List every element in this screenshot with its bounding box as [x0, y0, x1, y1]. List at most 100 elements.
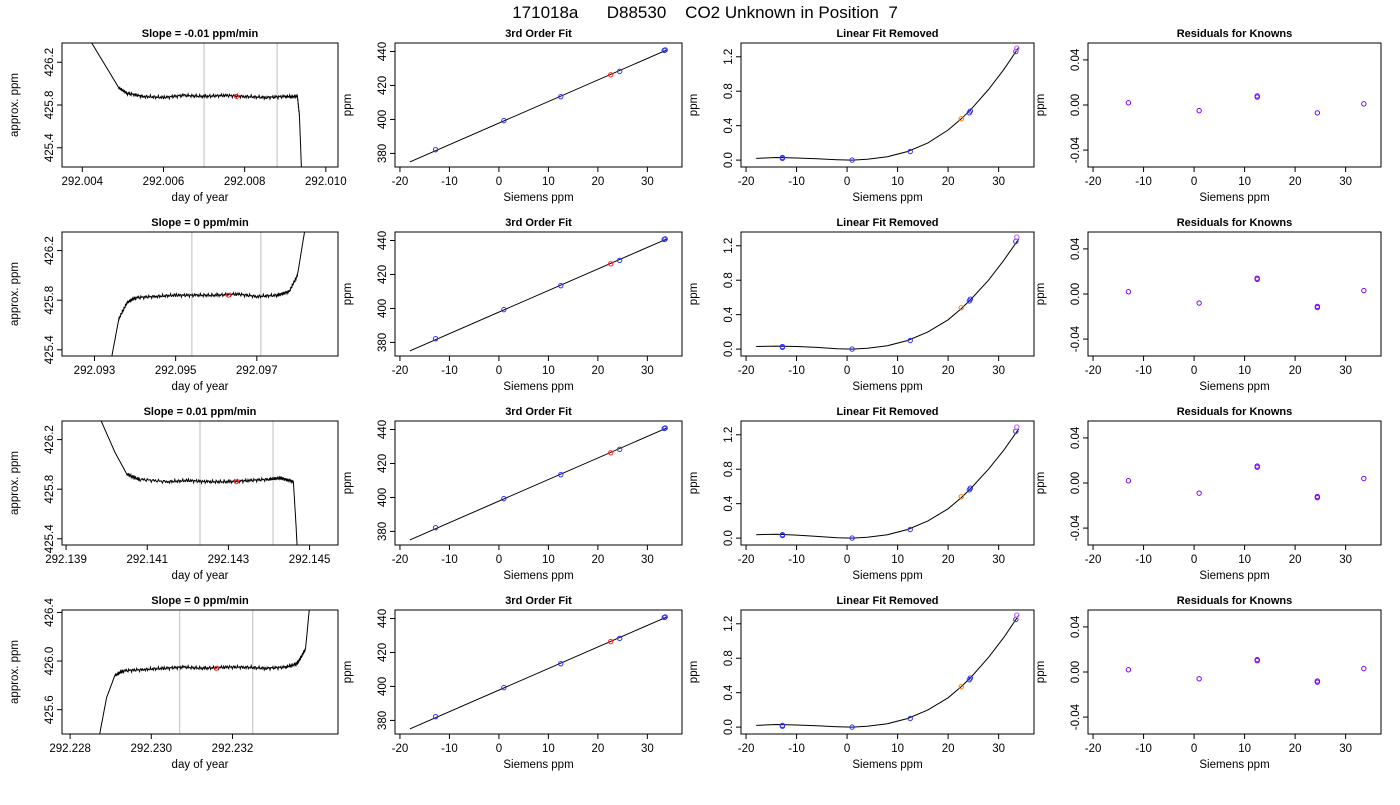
x-axis-label: Siemens ppm: [1199, 570, 1269, 582]
y-tick-label: 440: [377, 420, 389, 439]
plot-frame: [394, 420, 683, 546]
x-axis-label: day of year: [172, 381, 229, 393]
known-point: [966, 677, 973, 683]
y-tick-label: 0.00: [1070, 472, 1082, 494]
plot-frame: [740, 231, 1035, 357]
y-axis-label: approx. ppm: [9, 451, 21, 515]
plot-area: [91, 43, 302, 167]
y-tick-label: 400: [377, 299, 389, 318]
unknown-point: [958, 494, 964, 500]
panel-title: Slope = 0 ppm/min: [151, 217, 249, 229]
plot-area: [756, 45, 1020, 163]
known-point: [1196, 676, 1202, 682]
x-tick-label: -20: [1085, 176, 1102, 188]
panel-fit-row-4: 3rd Order Fit Siemens ppm ppm -20 -10 0 10 20 30…: [342, 595, 683, 771]
x-tick-label: -10: [1135, 554, 1152, 566]
x-tick-label: 0: [844, 365, 850, 377]
plot-frame: [1087, 231, 1382, 357]
x-axis-label: Siemens ppm: [503, 759, 573, 771]
plot-area: [1125, 275, 1367, 311]
plot-area: [409, 47, 668, 163]
known-point: [616, 68, 623, 75]
panel-removed-row-1: Linear Fit Removed Siemens ppm ppm -20 -10 0 1…: [688, 28, 1035, 204]
x-tick-label: 292.228: [49, 743, 91, 755]
y-axis-label: ppm: [688, 94, 700, 116]
plot-frame: [740, 609, 1035, 735]
x-tick-label: 20: [942, 554, 955, 566]
x-tick-label: 0: [496, 554, 502, 566]
x-tick-label: 30: [641, 365, 654, 377]
x-tick-label: 10: [891, 554, 904, 566]
y-tick-label: 425.4: [44, 524, 56, 553]
y-tick-label: 1.2: [723, 238, 735, 254]
y-tick-label: 380: [377, 144, 389, 163]
known-point: [1196, 107, 1202, 114]
x-tick-label: 20: [1289, 365, 1302, 377]
x-tick-label: -10: [788, 365, 805, 377]
x-tick-label: -20: [392, 176, 409, 188]
x-tick-label: -20: [738, 176, 755, 188]
x-tick-label: -20: [738, 554, 755, 566]
known-point: [907, 526, 913, 533]
y-tick-label: 400: [377, 110, 389, 129]
x-tick-label: 0: [844, 554, 850, 566]
panel-trace-row-1: Slope = -0.01 ppm/min day of year approx. …: [9, 28, 347, 204]
plot-frame: [61, 420, 339, 546]
x-tick-label: 30: [1339, 365, 1352, 377]
x-tick-label: -10: [1135, 176, 1152, 188]
x-tick-label: 292.006: [143, 176, 185, 188]
known-point: [1196, 300, 1202, 306]
known-point: [1254, 658, 1260, 664]
panel-title: Residuals for Knowns: [1177, 217, 1293, 229]
known-point: [501, 495, 507, 502]
x-tick-label: 292.008: [224, 176, 266, 188]
plot-area: [1125, 93, 1367, 116]
figure-title: 171018a D88530 CO2 Unknown in Position 7: [512, 3, 898, 22]
x-tick-label: 20: [591, 743, 604, 755]
panel-title: 3rd Order Fit: [505, 595, 572, 607]
panel-trace-row-2: Slope = 0 ppm/min day of year approx. ppm 2…: [9, 217, 339, 393]
plot-area: [756, 612, 1020, 730]
known-point: [849, 157, 855, 163]
x-tick-label: -20: [1085, 743, 1102, 755]
x-tick-label: 292.145: [289, 554, 331, 566]
y-tick-label: 425.4: [44, 133, 56, 162]
x-tick-label: -10: [441, 743, 458, 755]
x-tick-label: 10: [1238, 743, 1251, 755]
x-tick-label: 10: [542, 176, 555, 188]
y-tick-label: 380: [377, 333, 389, 352]
y-tick-label: 0.4: [723, 684, 735, 701]
known-point: [1361, 665, 1367, 672]
y-tick-label: 420: [377, 76, 389, 95]
plot-frame: [740, 420, 1035, 546]
unknown-point: [958, 683, 964, 690]
plot-area: [111, 232, 306, 356]
unknown-point: [608, 638, 614, 645]
x-tick-label: 20: [1289, 176, 1302, 188]
panel-title: 3rd Order Fit: [505, 28, 572, 40]
plot-area: [1125, 463, 1367, 501]
known-point-alt: [1014, 234, 1020, 240]
x-tick-label: 0: [844, 176, 850, 188]
known-point: [1125, 667, 1132, 673]
y-axis-label: ppm: [342, 661, 354, 683]
y-tick-label: 380: [377, 711, 389, 730]
fit-line: [409, 238, 668, 352]
fit-curve: [756, 238, 1020, 350]
panel-title: Residuals for Knowns: [1177, 28, 1293, 40]
x-tick-label: 10: [1238, 365, 1251, 377]
y-tick-label: 0.0: [723, 152, 735, 168]
x-tick-label: 30: [992, 176, 1005, 188]
plot-frame: [1087, 420, 1382, 546]
y-tick-label: -0.04: [1070, 325, 1082, 352]
plot-frame: [394, 231, 683, 357]
panel-title: Linear Fit Removed: [836, 28, 938, 40]
known-point: [1361, 287, 1367, 294]
x-tick-label: 0: [1191, 176, 1197, 188]
known-point-alt: [1014, 45, 1020, 51]
x-tick-label: 0: [844, 743, 850, 755]
x-tick-label: -10: [441, 554, 458, 566]
y-tick-label: 0.00: [1070, 661, 1082, 683]
x-tick-label: 30: [992, 743, 1005, 755]
